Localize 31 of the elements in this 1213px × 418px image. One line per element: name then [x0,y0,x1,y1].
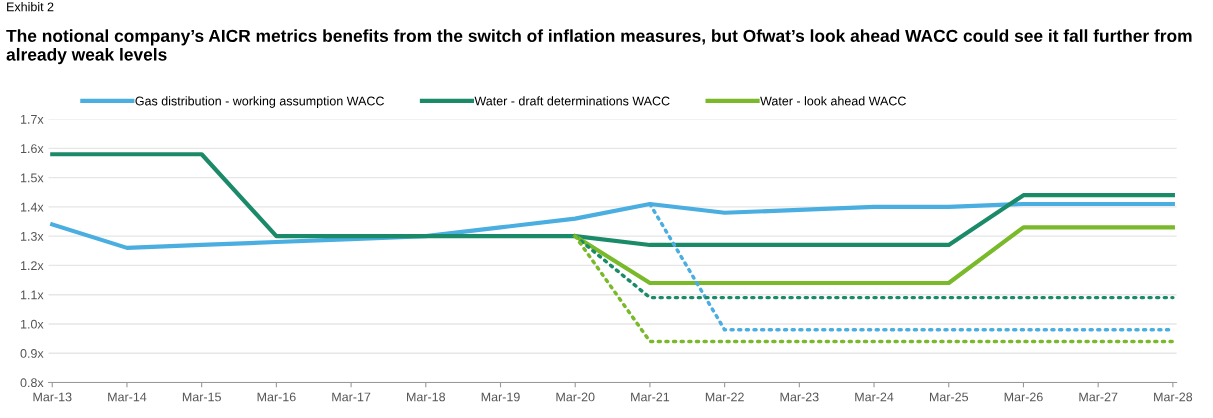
text: Exhibit 2 [7,2,54,12]
x-tick-label: Mar-24 [855,392,894,402]
y-tick-label: 1.0x [20,319,44,329]
x-tick-label: Mar-18 [407,392,446,402]
y-tick-label: 1.7x [20,115,44,124]
x-tick-label: Mar-15 [182,392,221,402]
legend-label: Water - look ahead WACC [760,96,906,106]
y-tick-label: 1.4x [20,202,44,212]
legend-label: Water - draft determinations WACC [474,96,670,106]
y-tick-label: 1.1x [20,290,44,300]
x-tick-label: Mar-19 [481,392,520,402]
x-tick-label: Mar-26 [1004,392,1043,402]
y-tick-label: 1.2x [20,261,44,270]
y-tick-label: 1.3x [20,231,44,241]
x-tick-label: Mar-16 [257,392,296,402]
x-tick-label: Mar-17 [332,392,371,402]
x-tick-label: Mar-25 [929,392,969,402]
legend-label: Gas distribution - working assumption WACC [135,96,384,108]
x-tick-label: Mar-23 [780,392,819,402]
x-tick-label: Mar-27 [1079,392,1118,402]
y-tick-label: 0.9x [20,349,44,358]
y-tick-label: 1.5x [20,173,44,183]
x-tick-label: Mar-14 [108,392,147,402]
x-tick-label: Mar-28 [1154,392,1193,402]
x-tick-label: Mar-21 [631,392,670,402]
chart-title: The notional company’s AICR metrics benefits from the switch of inflation measures, but Ofwat’s look ahead WACC could see it fall further from already weak levels [6,29,1192,65]
y-tick-label: 1.6x [20,144,44,154]
x-tick-label: Mar-13 [33,392,72,402]
x-tick-label: Mar-20 [556,392,595,402]
x-tick-label: Mar-22 [705,392,744,402]
y-tick-label: 0.8x [20,378,44,388]
